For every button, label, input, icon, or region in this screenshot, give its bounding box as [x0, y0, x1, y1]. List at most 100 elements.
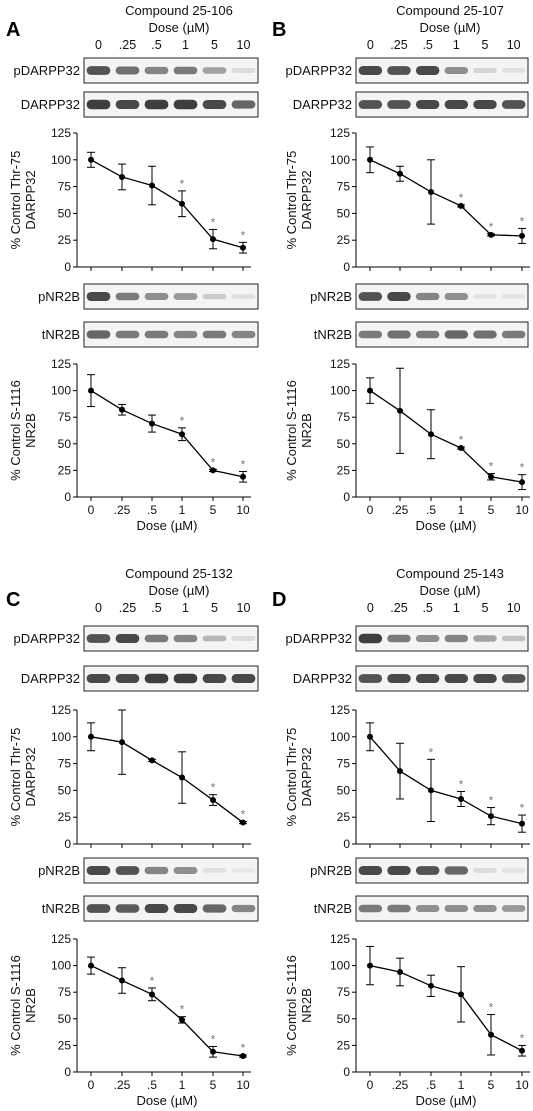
- dose-lane-label: 5: [482, 38, 489, 52]
- blot-band: [415, 673, 440, 684]
- blot-band: [173, 867, 198, 874]
- data-point: [119, 739, 125, 746]
- y-tick-label: 50: [337, 783, 351, 797]
- blot-band: [501, 68, 526, 73]
- y-axis-label-line: DARPP32: [23, 747, 38, 806]
- blot-strip-tnr2b: tNR2B: [314, 321, 529, 348]
- blot-label: DARPP32: [293, 97, 352, 112]
- x-axis-label: Dose (µM): [416, 518, 477, 533]
- blot-frame: [355, 321, 529, 348]
- blot-strip-darpp32: DARPP32: [21, 665, 259, 692]
- blot-band: [115, 330, 140, 339]
- blot-band: [86, 66, 111, 75]
- series-line: [369, 736, 523, 825]
- x-tick-label: .25: [392, 1078, 409, 1092]
- blot-label: pDARPP32: [14, 63, 80, 78]
- data-point: [488, 813, 494, 820]
- y-tick-label: 75: [58, 180, 72, 194]
- data-point: [488, 1031, 494, 1038]
- blot-label: tNR2B: [42, 901, 80, 916]
- series-line: [369, 159, 523, 237]
- data-point: [88, 962, 94, 969]
- y-tick-label: 125: [330, 703, 350, 717]
- y-axis-label-line: % Control Thr-75: [8, 728, 23, 827]
- x-axis-label: Dose (µM): [416, 1093, 477, 1108]
- dose-lane-label: 0: [367, 38, 374, 52]
- y-axis-label-line: NR2B: [23, 413, 38, 448]
- blot-band: [231, 636, 256, 641]
- data-point: [428, 982, 434, 989]
- blot-band: [202, 635, 227, 642]
- y-tick-label: 50: [337, 437, 351, 451]
- significance-asterisk: *: [459, 191, 464, 205]
- blot-band: [173, 903, 198, 914]
- dose-lane-label: 1: [182, 601, 189, 615]
- blot-band: [115, 866, 140, 875]
- data-point: [519, 820, 525, 827]
- blot-band: [501, 100, 526, 109]
- blot-frame: [83, 57, 259, 84]
- blot-band: [202, 868, 227, 873]
- y-tick-label: 0: [343, 260, 350, 274]
- significance-asterisk: *: [489, 220, 494, 234]
- significance-asterisk: *: [211, 1032, 216, 1046]
- y-axis-label: % Control Thr-75DARPP32: [8, 151, 38, 250]
- line-chart-nr2b: 0 25 50 75 100 125 0 .25 .5 1 5 10 Dose (µM) % Contro…: [284, 357, 530, 533]
- panel-letter: C: [6, 589, 20, 611]
- x-tick-label: 0: [367, 1078, 374, 1092]
- data-point: [149, 182, 155, 189]
- blot-band: [231, 68, 256, 73]
- x-tick-label: 0: [367, 503, 374, 517]
- blot-band: [415, 292, 440, 301]
- blot-band: [387, 673, 411, 684]
- y-tick-label: 25: [58, 233, 72, 247]
- significance-asterisk: *: [241, 228, 246, 242]
- y-tick-label: 25: [337, 1038, 351, 1052]
- blot-band: [231, 868, 256, 873]
- y-tick-label: 100: [51, 730, 71, 744]
- y-tick-label: 25: [58, 463, 72, 477]
- blot-band: [473, 330, 497, 339]
- y-tick-label: 0: [64, 1065, 71, 1079]
- dose-lane-label: .5: [151, 38, 161, 52]
- blot-label: pNR2B: [38, 289, 80, 304]
- y-tick-label: 100: [51, 153, 71, 167]
- blot-band: [115, 292, 140, 301]
- blot-label: pNR2B: [310, 863, 352, 878]
- y-tick-label: 75: [337, 410, 351, 424]
- panel-letter: B: [272, 19, 286, 41]
- data-point: [428, 188, 434, 195]
- y-axis-label-line: % Control S-1116: [8, 955, 23, 1056]
- blot-strip-pdarpp32: pDARPP32: [286, 57, 529, 84]
- blot-frame: [355, 895, 529, 922]
- series-line: [90, 965, 244, 1057]
- blot-band: [86, 634, 111, 643]
- y-axis-label-line: DARPP32: [299, 170, 314, 229]
- y-axis-label-line: % Control S-1116: [8, 380, 23, 481]
- y-tick-label: 50: [58, 437, 72, 451]
- blot-band: [444, 99, 469, 110]
- blot-band: [387, 291, 411, 302]
- blot-band: [415, 866, 440, 875]
- significance-asterisk: *: [241, 807, 246, 821]
- blot-band: [86, 904, 111, 913]
- blot-band: [115, 673, 140, 684]
- significance-asterisk: *: [180, 1003, 185, 1017]
- y-tick-label: 125: [330, 126, 350, 140]
- y-tick-label: 50: [337, 1012, 351, 1026]
- x-tick-label: 5: [488, 1078, 495, 1092]
- blot-band: [387, 66, 411, 75]
- dose-lane-label: 10: [507, 601, 521, 615]
- y-tick-label: 125: [51, 126, 71, 140]
- blot-band: [173, 673, 198, 684]
- y-axis-label-line: % Control Thr-75: [8, 151, 23, 250]
- x-tick-label: 0: [88, 1078, 95, 1092]
- significance-asterisk: *: [520, 214, 525, 228]
- blot-band: [358, 330, 383, 339]
- blot-frame: [355, 625, 529, 652]
- blot-label: pDARPP32: [14, 631, 80, 646]
- blot-band: [387, 330, 411, 339]
- dose-lane-label: .25: [390, 601, 407, 615]
- blot-band: [415, 99, 440, 110]
- blot-band: [202, 904, 227, 913]
